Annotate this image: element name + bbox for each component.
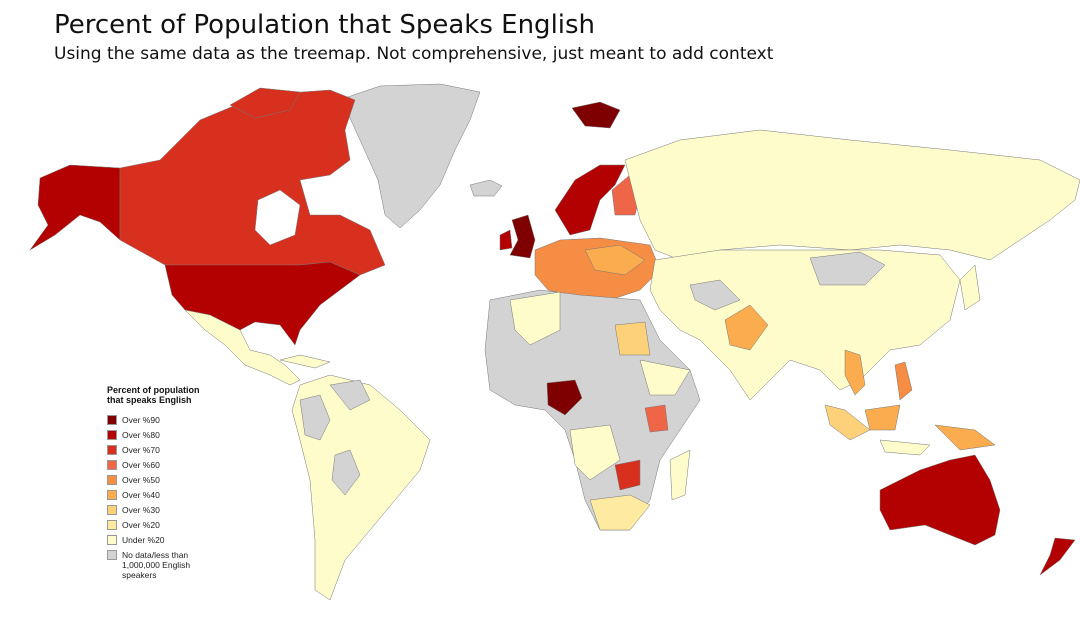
country: [329, 379, 371, 411]
legend-item: Over %70: [107, 445, 227, 460]
country: [499, 229, 513, 251]
country: [959, 264, 981, 311]
country: [809, 251, 886, 286]
legend-label: Over %90: [122, 415, 160, 425]
country: [669, 449, 691, 501]
country: [934, 424, 996, 451]
country: [614, 459, 641, 491]
country: [229, 87, 301, 119]
country: [119, 89, 386, 276]
country: [469, 179, 503, 197]
country: [184, 309, 301, 386]
country: [1039, 537, 1076, 576]
legend-label: Under %20: [122, 535, 165, 545]
country: [844, 349, 866, 396]
country: [689, 279, 741, 311]
country: [554, 164, 626, 236]
legend-swatch: [107, 490, 117, 500]
country: [614, 321, 651, 356]
legend-swatch: [107, 430, 117, 440]
country: [571, 101, 621, 129]
legend-item: Over %30: [107, 505, 227, 520]
country: [344, 83, 481, 229]
legend-item: Over %20: [107, 520, 227, 535]
legend-label: Over %30: [122, 505, 160, 515]
legend-item: Over %90: [107, 415, 227, 430]
country: [879, 439, 931, 456]
legend-item: Under %20: [107, 535, 227, 550]
country: [589, 494, 651, 531]
country: [546, 379, 583, 416]
country: [879, 454, 1001, 546]
title: Percent of Population that Speaks Englis…: [54, 10, 596, 40]
legend-item: Over %50: [107, 475, 227, 490]
country: [624, 129, 1080, 261]
legend-items: Over %90 Over %80 Over %70 Over %60 Over %50…: [107, 415, 227, 580]
legend-label: Over %20: [122, 520, 160, 530]
legend-swatch: [107, 535, 117, 545]
legend-label: No data/less than 1,000,000 English spea…: [122, 550, 191, 580]
legend-label: Over %70: [122, 445, 160, 455]
country: [644, 404, 669, 433]
subtitle: Using the same data as the treemap. Not …: [54, 44, 774, 64]
country: [639, 359, 691, 396]
legend-swatch: [107, 550, 117, 560]
legend-label: Over %50: [122, 475, 160, 485]
legend-swatch: [107, 505, 117, 515]
country: [724, 304, 769, 351]
country: [509, 214, 536, 259]
legend-label: Over %60: [122, 460, 160, 470]
country: [299, 394, 331, 441]
legend-label: Over %80: [122, 430, 160, 440]
country: [509, 291, 561, 346]
country: [824, 404, 871, 441]
legend-label: Over %40: [122, 490, 160, 500]
country: [569, 424, 621, 481]
legend-item: No data/less than 1,000,000 English spea…: [107, 550, 227, 580]
legend-item: Over %80: [107, 430, 227, 445]
country: [29, 164, 121, 251]
legend-swatch: [107, 475, 117, 485]
legend-swatch: [107, 415, 117, 425]
legend-title: Percent of population that speaks Englis…: [107, 385, 200, 405]
country: [584, 244, 646, 276]
country: [864, 404, 901, 431]
country: [279, 354, 331, 369]
legend-swatch: [107, 460, 117, 470]
legend-item: Over %40: [107, 490, 227, 505]
country: [164, 261, 361, 346]
legend-swatch: [107, 520, 117, 530]
legend: Percent of population that speaks Englis…: [107, 385, 227, 580]
country: [331, 449, 361, 496]
legend-item: Over %60: [107, 460, 227, 475]
country: [894, 361, 913, 401]
country: [291, 374, 431, 601]
legend-swatch: [107, 445, 117, 455]
country: [649, 249, 961, 401]
